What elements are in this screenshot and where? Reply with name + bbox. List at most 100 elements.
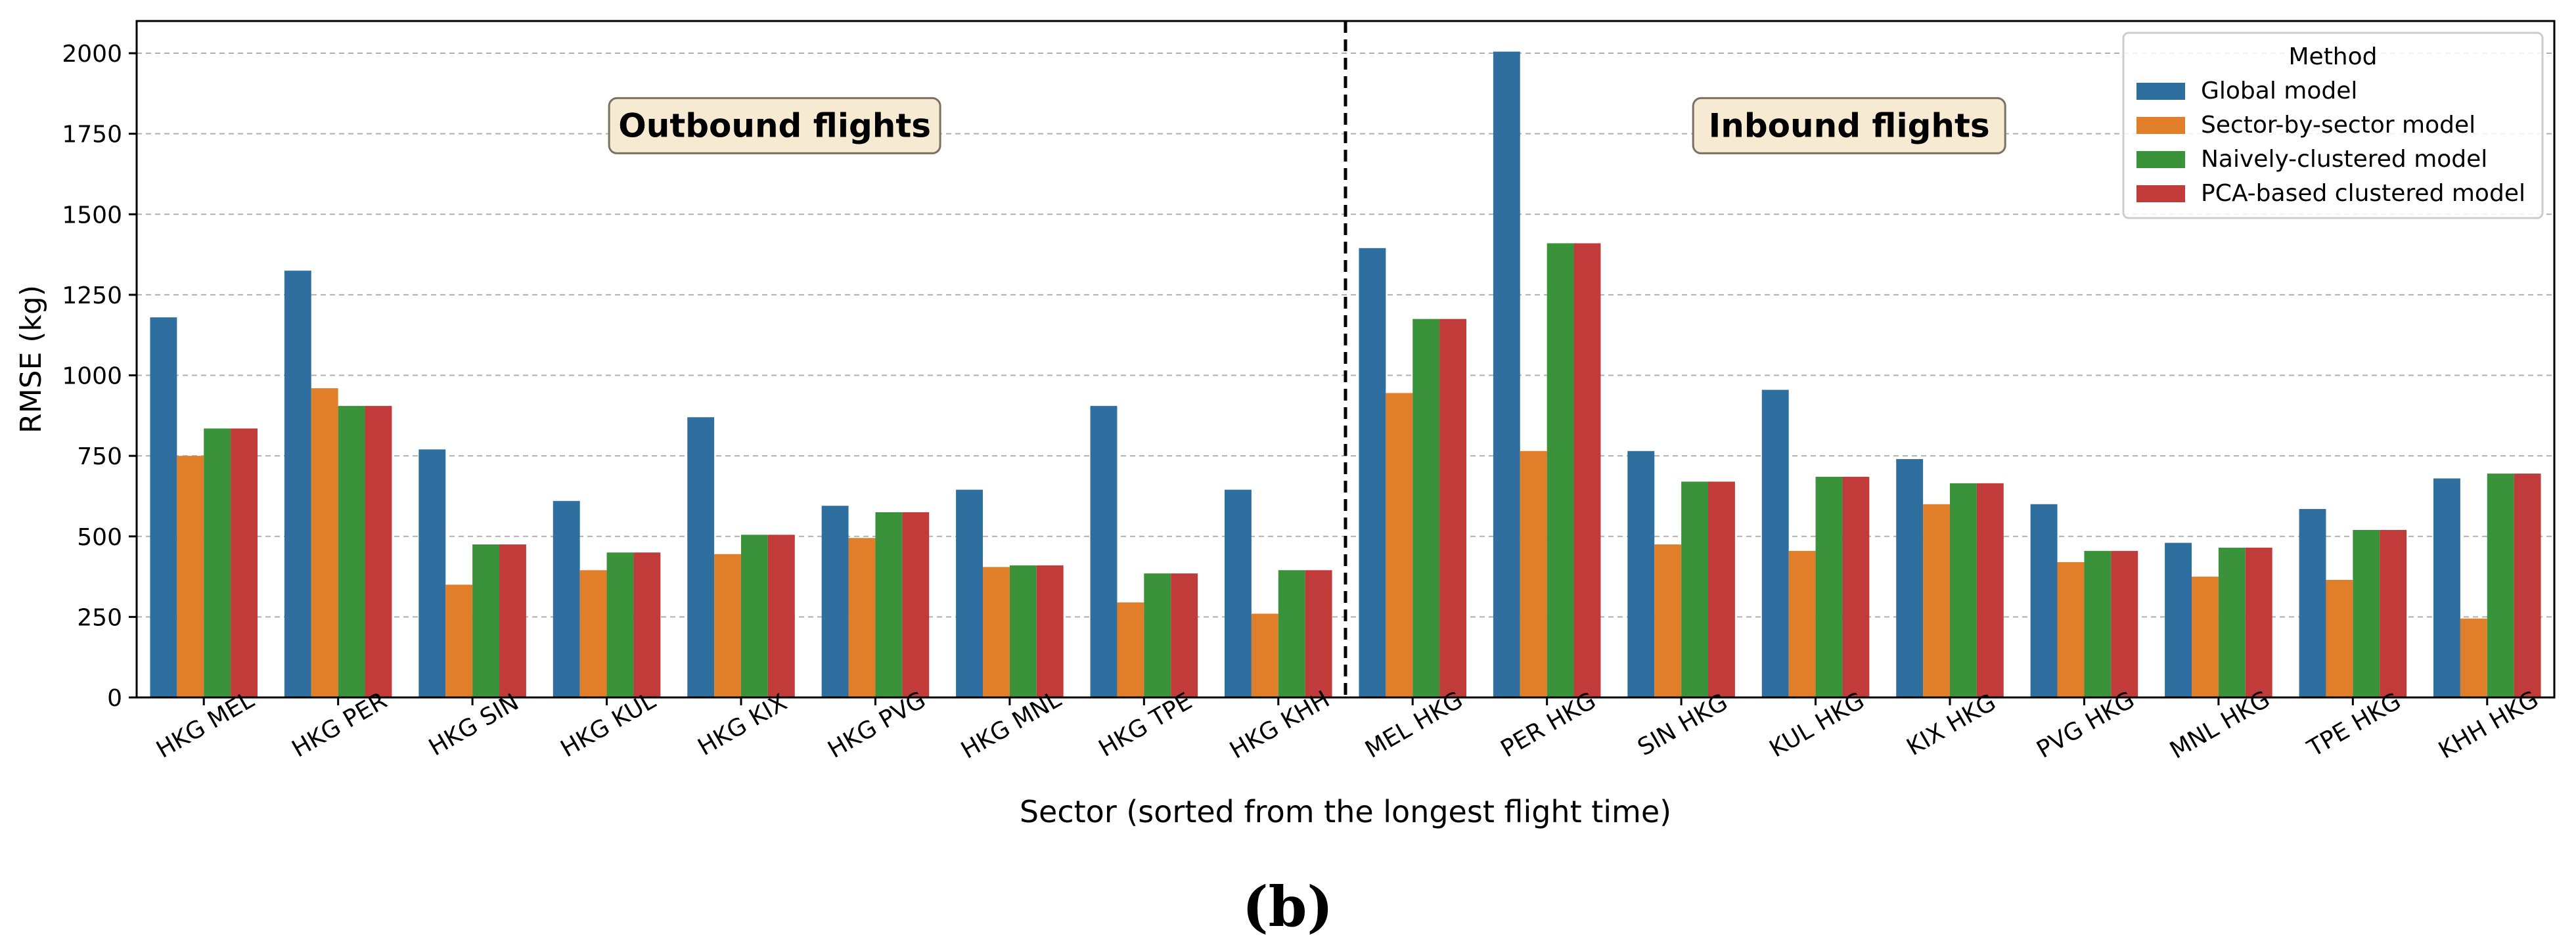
- bar: [1520, 451, 1547, 697]
- bar: [1009, 565, 1037, 697]
- x-tick-label: HKG KUL: [556, 688, 660, 763]
- bar: [1171, 573, 1198, 697]
- bar: [2030, 504, 2058, 697]
- bar: [1923, 504, 1950, 697]
- bar: [1627, 451, 1655, 697]
- bar: [1708, 481, 1735, 697]
- x-tick-label: HKG PER: [288, 687, 392, 762]
- bar: [2353, 529, 2380, 697]
- bar: [1278, 570, 1305, 697]
- bar: [2487, 474, 2514, 697]
- bar: [2245, 547, 2272, 697]
- bar: [1950, 483, 1977, 697]
- bar: [1090, 406, 1118, 697]
- bar: [902, 512, 930, 697]
- y-tick-label: 1250: [62, 282, 122, 309]
- x-tick-label: HKG KIX: [694, 689, 792, 761]
- bar: [1386, 393, 1413, 697]
- legend-label: Naively-clustered model: [2201, 146, 2487, 173]
- bar: [150, 317, 177, 697]
- bar: [875, 512, 903, 697]
- bar: [1681, 481, 1708, 697]
- bar: [1439, 319, 1466, 697]
- y-tick-label: 500: [77, 524, 122, 551]
- bar: [499, 544, 526, 697]
- bar: [2299, 509, 2326, 697]
- bar: [204, 428, 231, 697]
- bar: [2380, 529, 2407, 697]
- y-axis-label: RMSE (kg): [14, 285, 48, 433]
- bar: [2326, 579, 2353, 697]
- bar: [1225, 489, 1252, 697]
- bar: [714, 554, 741, 697]
- legend-item: Sector-by-sector model: [2136, 112, 2475, 139]
- bar: [741, 535, 768, 697]
- legend-item: PCA-based clustered model: [2136, 180, 2525, 207]
- y-axis-ticks: 0 250 500 750 1000 1250 1500 1750 2000: [62, 41, 137, 712]
- annotation-text: Outbound flights: [618, 106, 931, 144]
- annotation-background: [1692, 97, 2006, 154]
- annotation-text: Inbound flights: [1709, 106, 1990, 144]
- panel-label: (b): [1242, 874, 1333, 939]
- bar: [2084, 550, 2112, 697]
- bar: [767, 535, 795, 697]
- bar: [2433, 478, 2460, 697]
- bar: [1815, 477, 1843, 697]
- y-tick-label: 250: [77, 604, 122, 631]
- legend: Method Global model Sector-by-sector model…: [2122, 32, 2544, 219]
- bar: [177, 456, 204, 697]
- bar: [687, 417, 715, 697]
- bar: [1654, 544, 1682, 697]
- bar: [1305, 570, 1332, 697]
- bar: [1036, 565, 1064, 697]
- x-tick-label: HKG TPE: [1095, 688, 1197, 762]
- bar: [1761, 389, 1789, 697]
- legend-item: Naively-clustered model: [2136, 146, 2487, 173]
- bar: [338, 406, 365, 697]
- bar: [1412, 319, 1440, 697]
- annotation-background: [608, 97, 941, 154]
- y-tick-label: 1750: [62, 121, 122, 148]
- bar: [606, 552, 634, 697]
- legend-label: PCA-based clustered model: [2201, 180, 2525, 207]
- legend-label: Global model: [2201, 77, 2357, 104]
- bar: [579, 570, 607, 697]
- bar: [2165, 542, 2192, 697]
- annotation-box: Outbound flights: [608, 97, 941, 154]
- x-axis-label: Sector (sorted from the longest flight t…: [1020, 794, 1671, 829]
- x-tick-label: TPE HKG: [2303, 688, 2406, 762]
- bar: [1493, 51, 1520, 698]
- plot-frame: [135, 20, 2556, 699]
- x-tick-label: HKG SIN: [424, 689, 524, 762]
- bar: [472, 544, 499, 697]
- x-tick-label: SIN HKG: [1633, 689, 1732, 762]
- x-tick-label: PER HKG: [1497, 687, 1601, 762]
- bar: [1842, 477, 1870, 697]
- bar: [1117, 602, 1144, 697]
- bar: [956, 489, 983, 697]
- bar: [231, 428, 258, 697]
- legend-swatch: [2136, 185, 2185, 202]
- bar: [284, 271, 311, 698]
- legend-swatch: [2136, 151, 2185, 168]
- legend-title: Method: [2288, 43, 2377, 70]
- bar: [2514, 474, 2541, 697]
- bar: [1359, 248, 1386, 697]
- bar: [821, 506, 849, 697]
- x-tick-label: KIX HKG: [1903, 689, 2000, 761]
- bar: [365, 406, 392, 697]
- bar: [1547, 243, 1574, 697]
- bar: [418, 449, 446, 697]
- bar: [633, 552, 661, 697]
- bar: [445, 584, 473, 697]
- legend-item: Global model: [2136, 77, 2357, 104]
- bar: [2192, 577, 2219, 697]
- bar: [311, 388, 338, 697]
- bar: [848, 538, 876, 697]
- y-tick-label: 1500: [62, 202, 122, 229]
- annotations: Outbound flights Inbound flights: [608, 97, 2006, 154]
- legend-label: Sector-by-sector model: [2201, 112, 2475, 139]
- x-tick-label: KUL HKG: [1765, 688, 1869, 763]
- y-tick-label: 1000: [62, 363, 122, 390]
